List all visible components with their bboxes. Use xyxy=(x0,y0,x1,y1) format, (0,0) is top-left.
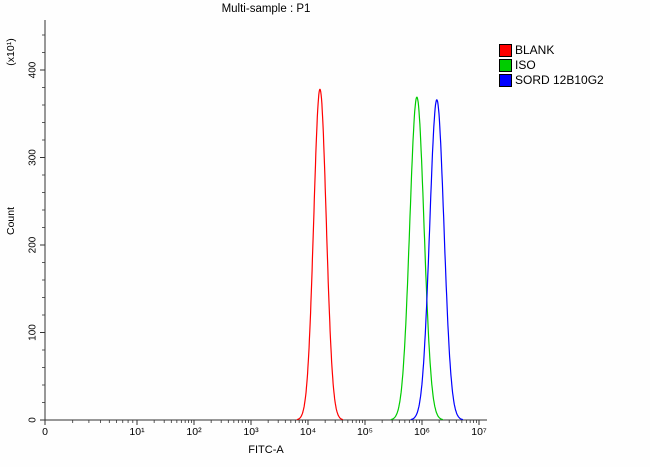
x-tick-label: 10⁵ xyxy=(357,426,373,438)
axis-ticks: 0 100 200 300 400 0 10¹ 10² 10³ 10⁴ 10⁵ 10⁶ 10⁷ xyxy=(28,34,487,438)
curve-blank xyxy=(296,88,344,421)
x-tick-label: 10⁷ xyxy=(471,426,487,438)
legend-item: BLANK xyxy=(499,44,604,57)
x-tick-label: 10⁴ xyxy=(300,426,316,438)
y-tick-label: 200 xyxy=(28,236,39,253)
curve-sord-12b10g2 xyxy=(410,99,464,421)
chart-title: Multi-sample : P1 xyxy=(221,3,311,15)
legend: BLANK ISO SORD 12B10G2 xyxy=(499,44,604,89)
x-tick-label: 10¹ xyxy=(129,426,145,438)
curve-iso xyxy=(390,96,444,421)
legend-item: ISO xyxy=(499,59,604,72)
legend-label: ISO xyxy=(515,58,536,72)
legend-label: SORD 12B10G2 xyxy=(515,73,604,87)
legend-swatch xyxy=(499,44,512,57)
y-tick-label: 100 xyxy=(28,324,39,341)
x-tick-label: 10² xyxy=(186,426,202,438)
x-axis-label: FITC-A xyxy=(248,444,284,456)
y-tick-label: 0 xyxy=(28,417,39,423)
x-tick-label: 10³ xyxy=(243,426,259,438)
x-tick-label: 10⁶ xyxy=(414,426,430,438)
legend-item: SORD 12B10G2 xyxy=(499,74,604,87)
legend-swatch xyxy=(499,59,512,72)
legend-swatch xyxy=(499,74,512,87)
y-tick-label: 400 xyxy=(28,61,39,78)
x-tick-label: 0 xyxy=(42,426,48,438)
y-tick-label: 300 xyxy=(28,149,39,166)
legend-label: BLANK xyxy=(515,43,555,57)
